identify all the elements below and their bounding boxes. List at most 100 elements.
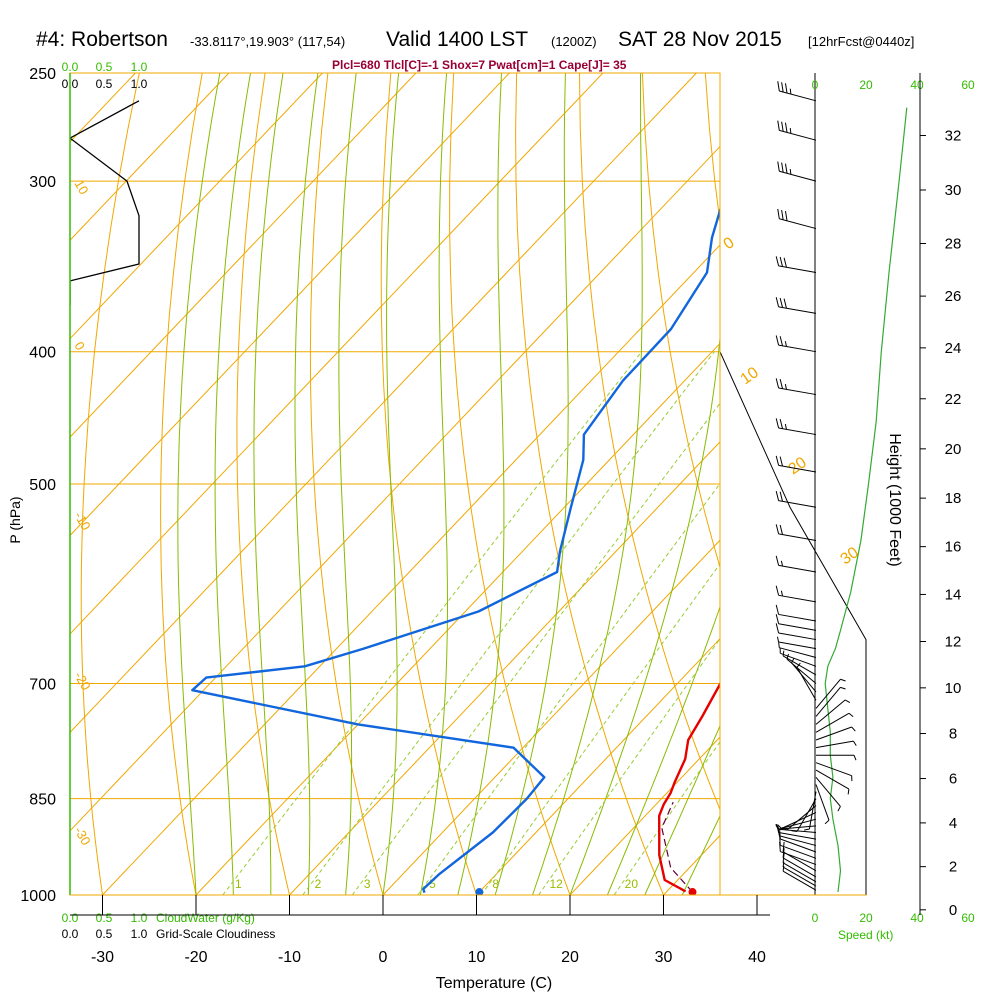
- wind-barb-half-flag: [784, 383, 787, 390]
- height-tick-label: 8: [949, 726, 957, 743]
- wind-barb: [804, 791, 817, 831]
- wind-barb-shaft: [779, 818, 817, 830]
- wind-barb-flag: [775, 455, 780, 466]
- wind-barb: [777, 161, 817, 182]
- dry-adiabat-line: [160, 73, 203, 895]
- cloudwater-bottom-tick: 1.0: [131, 911, 148, 925]
- wind-barb: [815, 678, 846, 709]
- wind-barb-shaft: [778, 632, 817, 641]
- moist-adiabat-line: [382, 73, 400, 895]
- wind-barb-shaft: [779, 835, 817, 847]
- height-tick-label: 0: [949, 902, 957, 919]
- wind-barb-half-flag: [852, 740, 857, 746]
- wind-barb-flag: [775, 256, 780, 267]
- wind-barb-flag: [784, 122, 788, 133]
- wind-barb: [775, 297, 817, 314]
- wind-barb: [791, 657, 817, 693]
- mixing-ratio-line: [302, 351, 715, 895]
- isotherm-line: [70, 145, 720, 832]
- wind-barb-flag: [779, 524, 784, 535]
- wind-barb-flag: [781, 162, 784, 173]
- wind-barb: [791, 798, 817, 833]
- isotherm-line: [102, 244, 720, 895]
- isotherm-line: [70, 73, 510, 537]
- moist-adiabat-line: [569, 333, 720, 895]
- wind-barb-half-flag: [848, 712, 854, 717]
- mixing-ratio-label: 1: [235, 877, 242, 891]
- wind-barb-flag: [775, 378, 780, 389]
- isotherm-line: [70, 73, 323, 340]
- dry-adiabat-line: [831, 73, 1000, 895]
- height-tick-label: 4: [949, 815, 957, 832]
- dry-adiabat-label: 10: [71, 177, 91, 197]
- wind-barb-shaft: [815, 784, 830, 821]
- moist-adiabat-line: [419, 73, 448, 895]
- wind-barb-flag: [779, 297, 784, 308]
- wind-barb-flag: [784, 163, 788, 174]
- wind-speed-top-tick: 20: [859, 78, 873, 92]
- wind-barb: [775, 256, 817, 274]
- wind-barb-flag: [775, 555, 780, 566]
- wind-barb-half-flag: [776, 636, 780, 643]
- wind-barb-half-flag: [782, 650, 785, 657]
- cloudiness-axis-title: Grid-Scale Cloudiness: [156, 927, 275, 941]
- cloudiness-bottom-tick: 1.0: [131, 927, 148, 941]
- wind-barb-flag: [784, 210, 788, 221]
- dry-adiabat-line: [957, 73, 1000, 895]
- height-tick-label: 32: [945, 128, 962, 145]
- wind-barb-flag: [777, 208, 780, 219]
- moist-adiabat-line: [338, 73, 357, 895]
- wind-barb: [775, 585, 817, 603]
- wind-barb-shaft: [796, 798, 817, 832]
- isotherm-line: [476, 637, 720, 895]
- wind-barb-shaft: [815, 726, 852, 741]
- height-tick-label: 16: [945, 539, 962, 556]
- side-panels: 01020300.00.00.50.51.01.00.00.00.50.51.0…: [62, 60, 975, 942]
- wind-barb: [815, 699, 851, 725]
- wind-barb-shaft: [782, 866, 817, 887]
- wind-barb-half-flag: [853, 755, 857, 761]
- moist-adiabat-line: [494, 73, 569, 895]
- wind-speed-bottom-tick: 0: [812, 911, 819, 925]
- boundary-line: [719, 351, 867, 895]
- wind-barb-half-flag: [789, 168, 792, 175]
- wind-barb-flag: [784, 83, 788, 94]
- temperature-tick-label: 10: [468, 949, 486, 966]
- environment-lines: [719, 351, 867, 895]
- wind-speed-top-tick: 0: [812, 78, 819, 92]
- pressure-tick-label: 400: [29, 345, 56, 362]
- moist-adiabat-line: [532, 73, 643, 895]
- pressure-tick-label: 700: [29, 677, 56, 694]
- moist-adiabat-line: [294, 73, 319, 895]
- utc-time: (1200Z): [551, 34, 597, 49]
- wind-barb: [777, 208, 817, 230]
- moist-adiabat-label: 20: [786, 454, 810, 478]
- dry-adiabat-line: [380, 73, 477, 895]
- dry-adiabat-label: -30: [71, 824, 93, 848]
- dry-adiabat-line: [515, 73, 664, 895]
- cloudwater-top-tick: 0.0: [62, 60, 79, 74]
- wind-barb: [815, 769, 850, 795]
- wind-barb-shaft: [779, 170, 817, 182]
- dry-adiabat-line: [641, 73, 720, 569]
- pressure-tick-label: 300: [29, 174, 56, 191]
- moist-adiabat-label: 10: [738, 364, 762, 388]
- wind-barb-shaft: [780, 838, 817, 853]
- wind-barb-half-flag: [782, 865, 785, 872]
- moist-adiabat-line: [253, 73, 284, 895]
- wind-barb: [816, 754, 857, 761]
- temperature-tick-label: -10: [278, 949, 301, 966]
- wind-barb: [815, 777, 841, 812]
- dry-adiabat-label: 0: [71, 339, 88, 353]
- height-tick-label: 18: [945, 490, 962, 507]
- wind-barb: [775, 555, 817, 573]
- wind-barb-shaft: [778, 533, 817, 542]
- wind-barb-flag: [775, 604, 780, 615]
- wind-barb-half-flag: [782, 861, 785, 868]
- isotherm-line: [757, 73, 1000, 895]
- pressure-axis-title: P (hPa): [7, 496, 23, 543]
- wind-barb-flag: [779, 336, 784, 346]
- temperature-tick-label: 20: [561, 949, 579, 966]
